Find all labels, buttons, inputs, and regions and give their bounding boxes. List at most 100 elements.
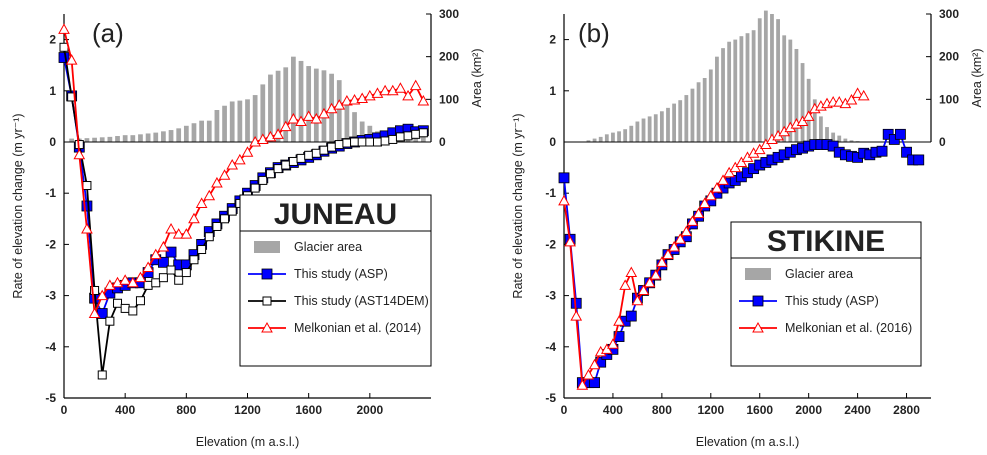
legend-label: This study (AST14DEM) xyxy=(294,294,429,308)
data-point xyxy=(668,240,680,252)
data-point xyxy=(119,274,132,285)
area-bar xyxy=(635,121,640,142)
data-point xyxy=(833,96,846,107)
y-tick-label: -3 xyxy=(545,289,556,303)
area-bar xyxy=(659,111,664,142)
area-bar xyxy=(715,56,719,142)
data-point xyxy=(342,138,352,148)
data-point xyxy=(760,138,772,150)
data-point xyxy=(589,377,600,389)
data-point xyxy=(796,115,809,127)
legend-title-box xyxy=(239,194,432,232)
data-point xyxy=(135,296,145,306)
data-point xyxy=(319,145,329,155)
data-point xyxy=(304,150,314,160)
area-bar xyxy=(727,41,732,142)
data-point xyxy=(226,159,239,170)
data-point xyxy=(851,87,864,98)
area-bar xyxy=(696,82,701,142)
data-point xyxy=(380,136,390,146)
data-point xyxy=(686,215,699,226)
x-tick-label: 400 xyxy=(603,403,623,417)
data-point xyxy=(637,284,650,295)
area-bar xyxy=(367,125,373,142)
area-bar xyxy=(176,128,182,142)
area-bar xyxy=(99,137,105,142)
data-point xyxy=(311,148,321,158)
area-bar xyxy=(359,121,365,142)
panel-label: (b) xyxy=(578,18,610,48)
legend-swatch-bar xyxy=(254,241,280,253)
area-bar xyxy=(837,135,842,142)
data-point xyxy=(203,189,216,201)
legend-label: This study (ASP) xyxy=(294,267,388,281)
data-point xyxy=(273,164,283,174)
y2-tick-label: 200 xyxy=(439,50,459,64)
data-point xyxy=(729,161,742,173)
area-bar xyxy=(145,133,151,142)
area-bar xyxy=(684,95,689,142)
data-point xyxy=(157,240,170,252)
data-point xyxy=(272,128,284,139)
area-bar xyxy=(69,138,75,142)
data-point xyxy=(613,315,625,326)
y2-tick-label: 300 xyxy=(939,7,959,21)
data-point xyxy=(350,137,360,147)
area-bar xyxy=(849,140,854,142)
data-point xyxy=(197,245,207,255)
area-bar xyxy=(291,56,296,142)
x-tick-label: 0 xyxy=(561,403,568,417)
area-bar xyxy=(721,48,725,143)
area-bar xyxy=(586,140,591,142)
y-tick-label: -1 xyxy=(45,186,56,200)
area-bar xyxy=(611,132,615,142)
area-bar xyxy=(776,19,780,142)
y-tick-label: 1 xyxy=(549,84,556,98)
legend: STIKINE Glacier area This study (ASP) Melko… xyxy=(730,221,922,367)
area-bar xyxy=(138,134,143,142)
data-point xyxy=(619,279,632,290)
legend-label: Melkonian et al. (2014) xyxy=(294,321,421,335)
data-point xyxy=(287,112,300,124)
data-point xyxy=(411,129,421,139)
data-point xyxy=(588,358,601,370)
data-point xyxy=(82,181,92,191)
data-point xyxy=(704,189,717,201)
data-point xyxy=(662,248,674,260)
data-point xyxy=(901,146,912,158)
legend-label: Glacier area xyxy=(294,240,362,254)
area-bar xyxy=(751,30,756,142)
data-point xyxy=(212,221,222,231)
data-point xyxy=(334,140,344,150)
data-point xyxy=(365,137,375,147)
area-bar xyxy=(647,116,652,142)
data-point xyxy=(698,197,711,208)
area-bar xyxy=(690,88,695,142)
x-tick-label: 400 xyxy=(115,403,135,417)
area-bar xyxy=(739,36,744,142)
x-tick-label: 800 xyxy=(652,403,672,417)
data-point xyxy=(564,235,576,247)
area-bar xyxy=(763,10,768,142)
data-point xyxy=(120,303,130,313)
area-bar xyxy=(122,135,128,142)
area-bar xyxy=(757,18,762,143)
data-point xyxy=(341,95,353,106)
data-point xyxy=(166,265,176,275)
panel-a: -5 -4 -3 -2 -1 0 1 2 0 400 800 1200 1600 2000 0 100 200 3… xyxy=(11,7,484,449)
data-point xyxy=(158,273,168,283)
data-point xyxy=(281,160,291,170)
data-point xyxy=(151,278,161,288)
data-point xyxy=(895,128,906,140)
area-bar xyxy=(623,129,628,142)
legend: JUNEAU Glacier area This study (ASP) This s… xyxy=(239,194,432,367)
legend-label: Melkonian et al. (2016) xyxy=(785,321,912,335)
area-bar xyxy=(107,136,113,142)
y2-tick-label: 200 xyxy=(939,50,959,64)
data-point xyxy=(625,266,638,278)
data-point xyxy=(913,154,925,166)
x-tick-label: 2000 xyxy=(356,403,383,417)
area-bar xyxy=(782,35,787,143)
data-point xyxy=(394,82,407,93)
data-point xyxy=(81,200,93,212)
